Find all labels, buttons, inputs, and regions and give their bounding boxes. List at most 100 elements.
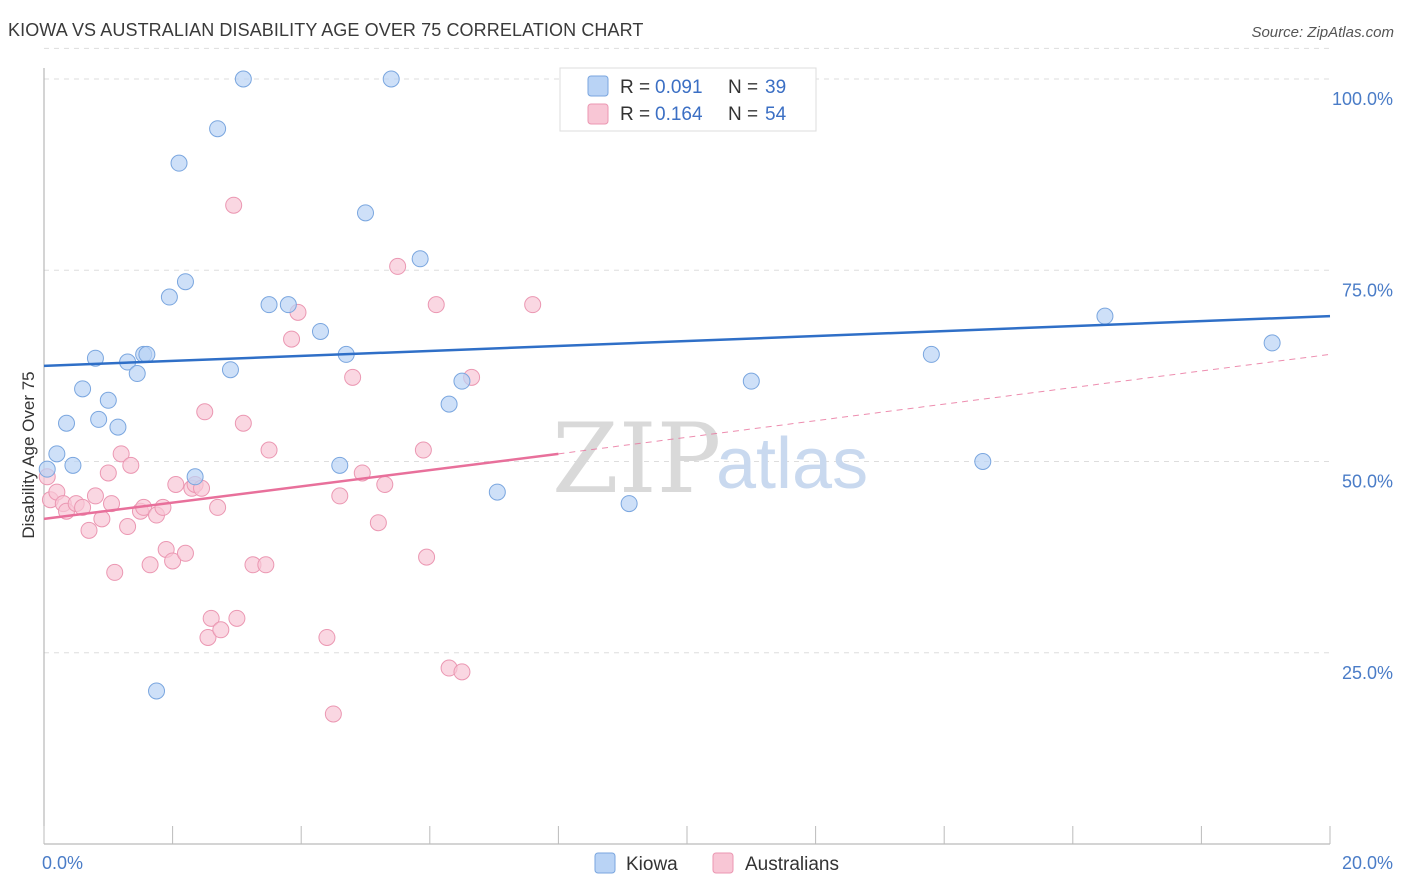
watermark-zip: ZIP bbox=[552, 403, 721, 515]
legend: R = 0.091 N = 39 R = 0.164 N = 54 bbox=[559, 67, 817, 132]
legend-r-label-australians: R = bbox=[620, 104, 650, 125]
point-australians bbox=[257, 556, 275, 574]
point-kiowa bbox=[170, 154, 188, 172]
point-australians bbox=[106, 563, 124, 581]
legend-n-label-australians: N = bbox=[728, 104, 758, 125]
point-australians bbox=[318, 628, 336, 646]
legend-r-value-kiowa: 0.091 bbox=[655, 77, 703, 98]
point-kiowa bbox=[86, 349, 104, 367]
point-australians bbox=[119, 518, 137, 536]
point-kiowa bbox=[440, 395, 458, 413]
y-tick-label: 100.0% bbox=[1332, 89, 1393, 109]
point-kiowa bbox=[138, 345, 156, 363]
point-australians bbox=[260, 441, 278, 459]
point-australians bbox=[112, 445, 130, 463]
point-australians bbox=[324, 705, 342, 723]
point-kiowa bbox=[148, 682, 166, 700]
legend-n-value-australians: 54 bbox=[765, 104, 787, 125]
y-axis-label: Disability Age Over 75 bbox=[19, 371, 38, 538]
x-tick-label: 20.0% bbox=[1342, 853, 1393, 873]
legend-swatch-australians bbox=[587, 103, 609, 125]
trend-layer bbox=[43, 314, 1331, 521]
trendline-kiowa bbox=[43, 314, 1331, 368]
point-australians bbox=[369, 514, 387, 532]
point-australians bbox=[154, 498, 172, 516]
point-kiowa bbox=[209, 120, 227, 138]
point-kiowa bbox=[176, 273, 194, 291]
point-kiowa bbox=[331, 456, 349, 474]
legend-r-label-kiowa: R = bbox=[620, 77, 650, 98]
point-kiowa bbox=[488, 483, 506, 501]
legend-n-label-kiowa: N = bbox=[728, 77, 758, 98]
bottom-legend-swatch-kiowa bbox=[594, 852, 616, 874]
watermark: ZIP atlas bbox=[552, 403, 868, 515]
bottom-legend: Kiowa Australians bbox=[594, 852, 839, 875]
point-kiowa bbox=[128, 365, 146, 383]
point-australians bbox=[80, 521, 98, 539]
point-kiowa bbox=[234, 70, 252, 88]
y-tick-label: 25.0% bbox=[1342, 663, 1393, 683]
axes-layer bbox=[43, 68, 1331, 845]
legend-r-value-australians: 0.164 bbox=[655, 104, 703, 125]
x-tick-label: 0.0% bbox=[42, 853, 83, 873]
point-kiowa bbox=[382, 70, 400, 88]
point-kiowa bbox=[974, 453, 992, 470]
chart-title: KIOWA VS AUSTRALIAN DISABILITY AGE OVER … bbox=[8, 20, 644, 40]
point-kiowa bbox=[1096, 307, 1114, 325]
point-australians bbox=[196, 403, 214, 421]
point-australians bbox=[176, 544, 194, 562]
point-australians bbox=[453, 663, 471, 681]
point-kiowa bbox=[109, 418, 127, 436]
legend-n-value-kiowa: 39 bbox=[765, 77, 786, 98]
bottom-legend-swatch-australians bbox=[712, 852, 734, 874]
point-australians bbox=[414, 441, 432, 459]
point-kiowa bbox=[279, 296, 297, 314]
point-australians bbox=[234, 414, 252, 432]
points-layer bbox=[38, 70, 1281, 723]
point-kiowa bbox=[90, 410, 108, 428]
point-australians bbox=[164, 552, 182, 570]
trendline-australians-extension bbox=[558, 353, 1331, 455]
point-kiowa bbox=[160, 288, 178, 306]
point-kiowa bbox=[38, 460, 56, 478]
point-kiowa bbox=[411, 250, 429, 268]
point-kiowa bbox=[620, 495, 638, 513]
point-australians bbox=[99, 464, 117, 482]
point-kiowa bbox=[260, 296, 278, 314]
point-kiowa bbox=[1263, 334, 1281, 352]
point-australians bbox=[209, 498, 227, 516]
point-kiowa bbox=[64, 456, 82, 474]
point-australians bbox=[202, 609, 220, 627]
point-australians bbox=[167, 475, 185, 493]
point-kiowa bbox=[58, 414, 76, 432]
point-kiowa bbox=[221, 361, 239, 379]
point-kiowa bbox=[453, 372, 471, 390]
point-australians bbox=[389, 257, 407, 275]
watermark-atlas: atlas bbox=[716, 424, 868, 504]
point-australians bbox=[418, 548, 436, 566]
point-australians bbox=[376, 475, 394, 493]
trendline-australians bbox=[43, 452, 559, 521]
point-australians bbox=[331, 487, 349, 505]
point-australians bbox=[212, 621, 230, 639]
point-kiowa bbox=[922, 345, 940, 363]
y-tick-label: 75.0% bbox=[1342, 280, 1393, 300]
point-australians bbox=[228, 609, 246, 627]
point-kiowa bbox=[311, 322, 329, 340]
point-australians bbox=[225, 196, 243, 214]
point-australians bbox=[283, 330, 301, 348]
legend-swatch-kiowa bbox=[587, 75, 609, 97]
point-australians bbox=[122, 456, 140, 474]
bottom-legend-label-australians: Australians bbox=[745, 854, 839, 875]
point-kiowa bbox=[357, 204, 374, 222]
point-kiowa bbox=[99, 391, 117, 409]
chart-source: Source: ZipAtlas.com bbox=[1251, 24, 1394, 41]
bottom-legend-label-kiowa: Kiowa bbox=[626, 854, 678, 875]
ticks-layer: 25.0% 50.0% 75.0% 100.0% 0.0% 20.0% bbox=[42, 89, 1393, 873]
point-australians bbox=[199, 628, 217, 646]
point-kiowa bbox=[48, 445, 66, 463]
point-australians bbox=[74, 498, 92, 516]
point-australians bbox=[344, 368, 362, 386]
y-tick-label: 50.0% bbox=[1342, 472, 1393, 492]
